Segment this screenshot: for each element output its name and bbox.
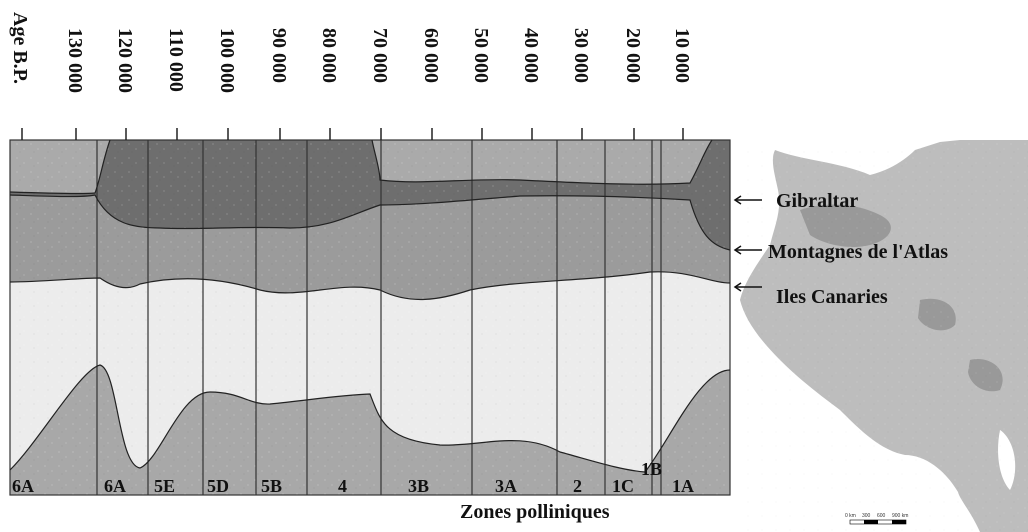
age-tick-label: 130 000 — [64, 28, 86, 93]
zone-label: 2 — [573, 476, 582, 496]
age-tick-label: 30 000 — [570, 28, 592, 83]
zone-label: 1A — [672, 476, 694, 496]
age-tick-label: 90 000 — [268, 28, 290, 83]
gibraltar-label: Gibraltar — [776, 190, 858, 212]
age-tick-label: 50 000 — [470, 28, 492, 83]
age-axis-title: Age B.P. — [9, 12, 31, 84]
zone-label: 3B — [408, 476, 429, 496]
scale-tick-label: 0 km — [845, 513, 856, 519]
age-tick-label: 70 000 — [369, 28, 391, 83]
age-tick-label: 20 000 — [622, 28, 644, 83]
age-axis-labels: Age B.P. 130 000 120 000 110 000 100 000… — [9, 12, 693, 93]
age-tick-label: 110 000 — [165, 28, 187, 92]
scale-tick-label: 900 km — [892, 513, 908, 519]
scale-tick-label: 300 — [862, 513, 871, 519]
pollen-zone-labels: 6A 6A 5E 5D 5B 4 3B 3A 2 1C 1B 1A — [12, 459, 694, 496]
zone-label: 1B — [641, 459, 662, 479]
vegetation-bands — [10, 140, 730, 495]
zones-axis-title: Zones polliniques — [460, 501, 610, 523]
atlas-arrow — [733, 245, 762, 255]
age-axis-ticks — [21, 128, 684, 140]
age-tick-label: 60 000 — [420, 28, 442, 83]
zone-label: 6A — [104, 476, 126, 496]
age-tick-label: 10 000 — [671, 28, 693, 83]
zone-label: 5B — [261, 476, 282, 496]
scale-tick-label: 600 — [877, 513, 886, 519]
boundary-curves — [9, 139, 731, 473]
age-tick-label: 80 000 — [318, 28, 340, 83]
atlas-label: Montagnes de l'Atlas — [768, 241, 948, 263]
map-scale-bar: 0 km 300 600 900 km — [845, 513, 908, 525]
zone-label: 4 — [338, 476, 347, 496]
zone-label: 6A — [12, 476, 34, 496]
zone-label: 1C — [612, 476, 634, 496]
gibraltar-arrow — [733, 195, 762, 205]
region-map — [735, 140, 1028, 532]
age-tick-label: 40 000 — [520, 28, 542, 83]
zone-label: 3A — [495, 476, 517, 496]
canaries-label: Iles Canaries — [776, 286, 888, 308]
age-tick-label: 100 000 — [216, 28, 238, 93]
zone-label: 5E — [154, 476, 175, 496]
zone-grid — [9, 139, 731, 496]
zone-label: 5D — [207, 476, 229, 496]
age-tick-label: 120 000 — [114, 28, 136, 93]
region-labels: Gibraltar Montagnes de l'Atlas Iles Cana… — [733, 190, 948, 308]
canaries-arrow — [733, 282, 762, 292]
